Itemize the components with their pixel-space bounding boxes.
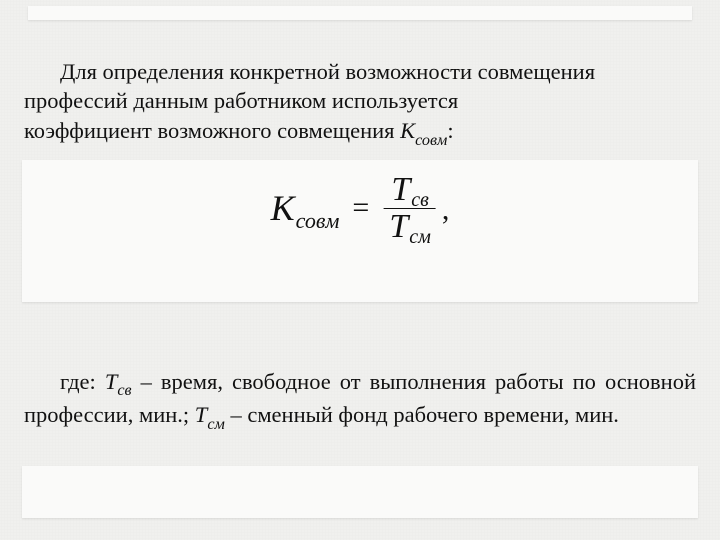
content-area: Для определения конкретной возможности с… [24, 34, 696, 172]
intro-line-3a: коэффициент возможного совмещения [24, 118, 400, 143]
legend-T2-sub: см [207, 415, 225, 433]
den-T: T [389, 209, 408, 245]
intro-line-1: Для определения конкретной возможности с… [60, 59, 595, 84]
legend-area: где: Тсв – время, свободное от выполнени… [24, 344, 696, 457]
bottom-band [22, 466, 698, 518]
legend-t1-desc: – время, свободное от выполнения работы … [132, 369, 596, 394]
legend-where: где: [60, 369, 105, 394]
lhs-sub: совм [296, 208, 340, 234]
intro-symbol-K: К [400, 118, 415, 143]
legend-paragraph: где: Тсв – время, свободное от выполнени… [24, 367, 696, 435]
intro-line-2: профессий данным работником используется [24, 88, 458, 113]
intro-paragraph: Для определения конкретной возможности с… [24, 57, 696, 150]
intro-symbol-sub: совм [415, 131, 447, 149]
legend-T1-sub: св [117, 381, 131, 399]
num-T: T [391, 172, 410, 208]
den-sub: см [409, 227, 431, 248]
equals-sign: = [348, 191, 373, 225]
formula-comma: , [442, 193, 450, 227]
num-sub: св [411, 190, 429, 211]
denominator: T см [383, 209, 436, 245]
legend-l3: времени, мин. [484, 402, 619, 427]
fraction: T св T см [383, 172, 436, 245]
numerator: T св [385, 172, 433, 208]
top-rule [28, 6, 692, 20]
formula: K совм = T св T см , [271, 172, 450, 245]
legend-T2: Т [195, 402, 208, 427]
lhs-K: K [271, 187, 295, 229]
legend-t2-desc: – сменный фонд рабочего [225, 402, 478, 427]
legend-T1: Т [105, 369, 118, 394]
formula-lhs: K совм [271, 187, 339, 229]
intro-colon: : [447, 118, 453, 143]
